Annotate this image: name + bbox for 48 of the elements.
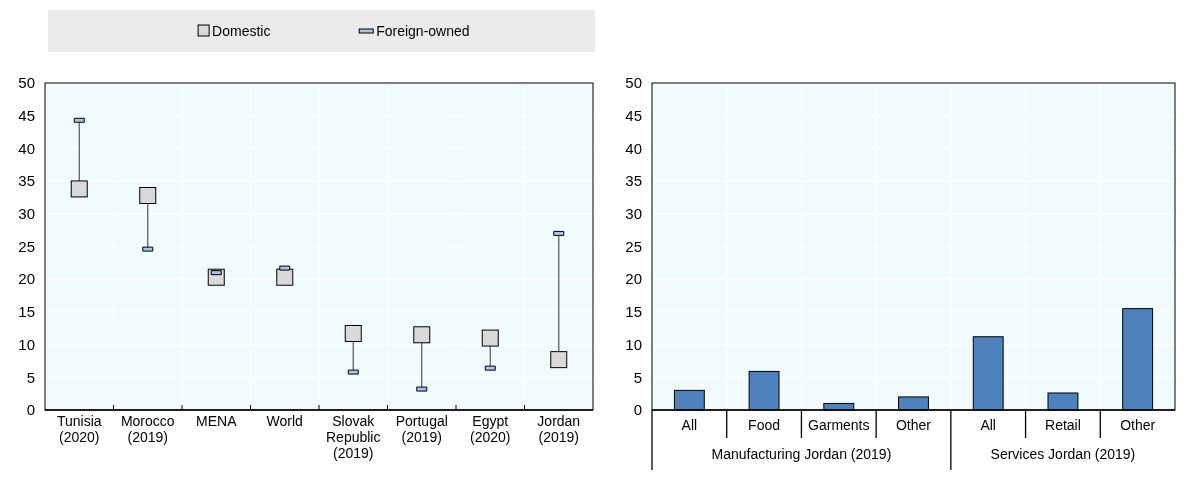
legend-label: Domestic xyxy=(212,22,271,39)
x-tick-label: Portugal (2019) xyxy=(395,413,448,445)
y-tick-label: 45 xyxy=(625,106,642,124)
legend-label: Foreign-owned xyxy=(376,22,470,39)
y-tick-label: 5 xyxy=(633,368,642,386)
point xyxy=(344,324,362,342)
x-tick-label: Food xyxy=(748,417,781,433)
point xyxy=(139,186,157,204)
x-tick-label: Retail xyxy=(1045,417,1081,433)
x-tick-label: Slovak Republic (2019) xyxy=(326,413,381,461)
x-tick-label: Morocco (2019) xyxy=(120,413,175,445)
y-tick-label: 0 xyxy=(26,401,35,419)
x-tick-label: All xyxy=(980,417,996,433)
x-tick-label: World xyxy=(266,413,303,429)
y-tick-label: 45 xyxy=(18,106,35,124)
x-tick-label: Other xyxy=(895,417,932,433)
text: Services Jordan (2019) xyxy=(990,446,1136,462)
x-tick-label: Egypt (2020) xyxy=(470,413,511,445)
x-tick-label: Other xyxy=(1120,417,1156,433)
y-tick-label: 25 xyxy=(18,237,35,255)
y-tick-label: 20 xyxy=(18,270,35,288)
y-tick-label: 30 xyxy=(18,205,35,223)
point xyxy=(276,268,294,286)
text: Manufacturing Jordan (2019) xyxy=(711,446,892,462)
y-tick-label: 50 xyxy=(18,74,35,92)
x-tick-label: Jordan (2019) xyxy=(537,413,581,445)
y-tick-label: 25 xyxy=(625,237,642,255)
y-tick-label: 10 xyxy=(18,335,35,353)
x-tick-label: Tunisia (2020) xyxy=(56,413,102,445)
y-tick-label: 35 xyxy=(18,172,35,190)
y-tick-label: 0 xyxy=(633,401,642,419)
y-tick-label: 30 xyxy=(625,205,642,223)
y-tick-label: 15 xyxy=(18,303,35,321)
y-tick-label: 15 xyxy=(625,303,642,321)
y-tick-label: 20 xyxy=(625,270,642,288)
x-tick-label: All xyxy=(681,417,698,433)
y-tick-label: 50 xyxy=(625,74,642,92)
point xyxy=(413,326,431,344)
y-tick-label: 10 xyxy=(625,335,642,353)
x-tick-label: Garments xyxy=(808,417,870,433)
y-tick-label: 5 xyxy=(26,368,35,386)
y-tick-label: 35 xyxy=(625,172,642,190)
point xyxy=(70,180,88,198)
x-tick-label: MENA xyxy=(196,413,238,429)
point xyxy=(550,351,568,369)
point xyxy=(481,329,499,347)
y-tick-label: 40 xyxy=(625,139,642,157)
y-tick-label: 40 xyxy=(18,139,35,157)
